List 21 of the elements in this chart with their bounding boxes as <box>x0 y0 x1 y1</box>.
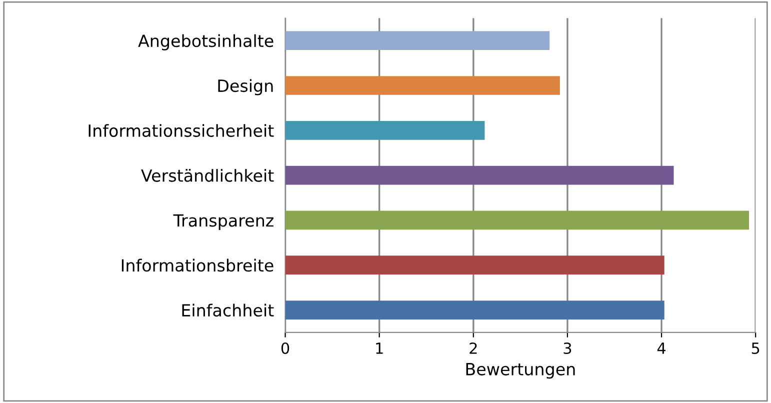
x-tick-label: 3 <box>564 342 572 354</box>
bar <box>285 166 674 185</box>
x-tick-label: 4 <box>657 342 666 354</box>
y-tick-label: Einfachheit <box>182 304 274 317</box>
y-tick-label: Design <box>218 79 273 96</box>
bar <box>285 210 749 230</box>
y-tick-label: Verständlichkeit <box>141 168 274 182</box>
y-tick-label: Informationssicherheit <box>88 124 274 137</box>
y-tick-label: Angebotsinhalte <box>138 34 274 50</box>
x-tick-label: 0 <box>281 342 290 354</box>
bar <box>285 256 664 275</box>
bar <box>285 31 550 50</box>
x-tick-label: 2 <box>470 342 477 354</box>
y-tick-label: Transparenz <box>173 214 274 230</box>
bar <box>285 120 485 140</box>
bar <box>285 76 560 95</box>
y-tick-label: Informationsbreite <box>122 258 274 272</box>
x-tick-label: 1 <box>376 342 383 354</box>
x-tick-label: 5 <box>752 342 760 354</box>
bar <box>285 300 664 320</box>
x-axis-title: Bewertungen <box>466 363 575 379</box>
